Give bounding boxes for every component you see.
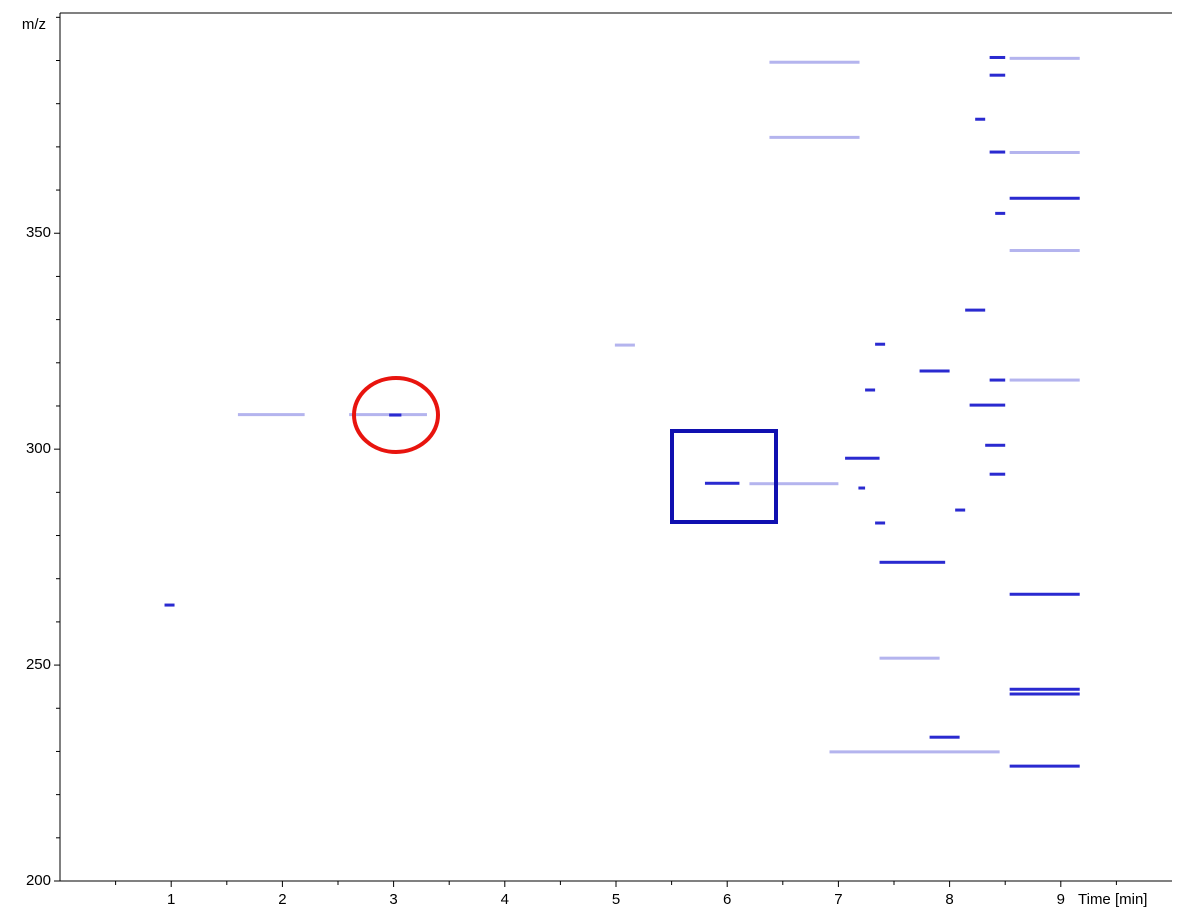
signal-streak (930, 736, 960, 739)
signal-streak (990, 379, 1006, 382)
chart: m/z Time [min] 1 2 3 4 5 6 7 8 9 200 250 300 350 (0, 0, 1177, 913)
signal-streak (165, 604, 175, 607)
signal-streak (990, 56, 1006, 59)
signal-streak (1010, 593, 1080, 596)
signal-streak (1010, 151, 1080, 154)
signal-streak (880, 561, 946, 564)
y-axis-label: m/z (22, 16, 46, 33)
signal-streak (965, 309, 985, 312)
signal-streak (970, 404, 1006, 407)
y-tick-label: 300 (26, 440, 51, 457)
signal-streak (1010, 765, 1080, 768)
signal-streak (615, 344, 635, 347)
signal-streak (990, 473, 1006, 476)
signal-streak (389, 414, 401, 417)
signal-streak (875, 343, 885, 346)
signal-streak (865, 388, 875, 391)
signal-streak (845, 457, 879, 460)
x-tick-label: 4 (501, 891, 509, 908)
signal-streak (1010, 249, 1080, 252)
signal-streak (1010, 693, 1080, 696)
x-tick-label: 3 (389, 891, 397, 908)
signal-streak (1010, 197, 1080, 200)
signal-streak (1010, 57, 1080, 60)
signal-streak (769, 136, 859, 139)
highlight-box (672, 431, 776, 522)
x-tick-label: 8 (945, 891, 953, 908)
y-tick-label: 250 (26, 656, 51, 673)
signal-streak (875, 522, 885, 525)
x-tick-label: 2 (278, 891, 286, 908)
signal-streak (880, 657, 940, 660)
signal-streak (920, 369, 950, 372)
signal-streak (990, 151, 1006, 154)
x-tick-label: 9 (1057, 891, 1065, 908)
signal-streak (995, 212, 1005, 215)
signal-streak (858, 487, 865, 490)
signal-streak (985, 444, 1005, 447)
signal-streak (975, 118, 985, 121)
signal-streak (238, 413, 305, 416)
x-tick-label: 1 (167, 891, 175, 908)
signal-streak (769, 61, 859, 64)
signal-streak (349, 413, 427, 416)
y-tick-label: 350 (26, 224, 51, 241)
signal-streak (749, 482, 838, 485)
x-tick-label: 6 (723, 891, 731, 908)
signal-streak (955, 509, 965, 512)
x-tick-label: 5 (612, 891, 620, 908)
signal-streak (990, 74, 1006, 77)
x-axis-label: Time [min] (1078, 891, 1147, 908)
signal-streak (830, 750, 1000, 753)
signal-streak (1010, 379, 1080, 382)
signal-streak (1010, 688, 1080, 691)
x-tick-label: 7 (834, 891, 842, 908)
signal-streak (705, 482, 739, 485)
y-tick-label: 200 (26, 872, 51, 889)
